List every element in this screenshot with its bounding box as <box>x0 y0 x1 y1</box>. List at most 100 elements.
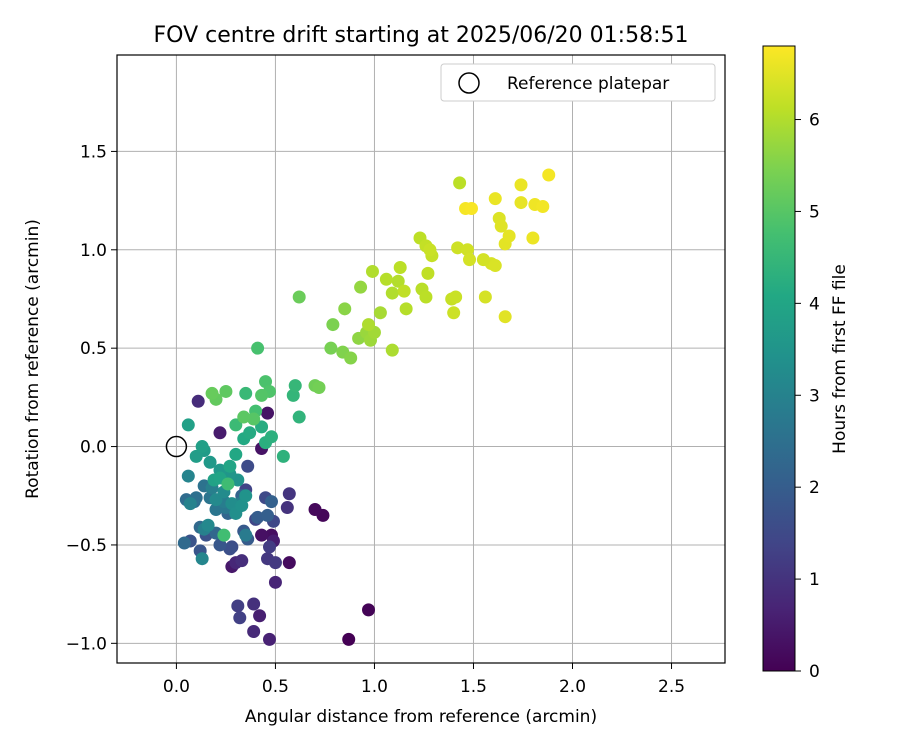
data-point <box>354 280 368 294</box>
y-tick-label: 0.5 <box>80 339 107 359</box>
data-point <box>239 528 253 542</box>
data-point <box>536 200 550 214</box>
data-point <box>255 528 269 542</box>
data-point <box>191 394 205 408</box>
data-point <box>324 341 338 355</box>
data-point <box>205 386 219 400</box>
data-point <box>282 556 296 570</box>
y-tick-label: 0.0 <box>80 438 107 458</box>
data-point <box>421 266 435 280</box>
data-point <box>292 290 306 304</box>
data-point <box>292 410 306 424</box>
x-tick-label: 1.0 <box>361 677 388 697</box>
x-axis-label: Angular distance from reference (arcmin) <box>245 707 597 727</box>
data-point <box>183 497 197 511</box>
colorbar-tick-label: 6 <box>809 111 820 131</box>
colorbar: 0 1 2 3 4 5 6 Hours from first FF file <box>762 45 850 682</box>
data-point <box>177 536 191 550</box>
y-tick-label: 1.5 <box>80 142 107 162</box>
colorbar-tick-label: 1 <box>809 570 820 590</box>
data-point <box>268 556 282 570</box>
x-axis-ticks: 0.0 0.5 1.0 1.5 2.0 2.5 <box>163 663 685 697</box>
data-point <box>326 318 340 332</box>
x-tick-label: 2.0 <box>559 677 586 697</box>
data-point <box>362 603 376 617</box>
data-point <box>259 375 273 389</box>
data-point <box>498 310 512 324</box>
data-point <box>379 272 393 286</box>
y-tick-label: −1.0 <box>66 634 107 654</box>
y-tick-label: 1.0 <box>80 241 107 261</box>
data-point <box>514 178 528 192</box>
data-point <box>235 499 249 513</box>
data-point <box>419 290 433 304</box>
data-point <box>423 243 437 257</box>
data-point <box>288 379 302 393</box>
colorbar-tick-label: 4 <box>809 294 820 314</box>
data-point <box>247 625 261 639</box>
data-point <box>247 597 261 611</box>
data-point <box>243 426 257 440</box>
colorbar-ticks: 0 1 2 3 4 5 6 <box>795 111 820 682</box>
data-point <box>255 388 269 402</box>
data-point <box>235 554 249 568</box>
data-point <box>312 381 326 395</box>
data-point <box>261 406 275 420</box>
data-point <box>189 449 203 463</box>
data-point <box>282 487 296 501</box>
y-axis-label: Rotation from reference (arcmin) <box>23 219 43 499</box>
data-point <box>461 243 475 257</box>
data-point <box>231 599 245 613</box>
x-tick-label: 0.0 <box>163 677 190 697</box>
colorbar-gradient <box>762 45 796 672</box>
data-point <box>280 501 294 515</box>
data-point <box>229 447 243 461</box>
colorbar-tick-label: 2 <box>809 478 820 498</box>
colorbar-tick-label: 5 <box>809 202 820 222</box>
colorbar-tick-label: 0 <box>809 662 820 682</box>
data-point <box>476 253 490 267</box>
grid-lines <box>117 55 725 663</box>
data-point <box>251 510 265 524</box>
data-point <box>494 219 508 233</box>
data-point <box>233 611 247 625</box>
legend-box <box>440 63 716 102</box>
data-point <box>393 261 407 275</box>
data-point <box>449 290 463 304</box>
data-point <box>239 489 253 503</box>
data-point <box>251 341 265 355</box>
data-point <box>344 351 358 365</box>
x-tick-label: 0.5 <box>262 677 289 697</box>
data-point <box>225 497 239 511</box>
data-point <box>247 412 261 426</box>
data-point <box>385 343 399 357</box>
data-point <box>268 575 282 589</box>
data-point <box>542 168 556 182</box>
data-point <box>488 192 502 206</box>
data-point <box>195 440 209 454</box>
data-point <box>255 420 269 434</box>
data-point <box>264 495 278 509</box>
data-point <box>514 196 528 210</box>
x-tick-label: 1.5 <box>460 677 487 697</box>
data-point <box>465 201 479 215</box>
data-point <box>463 253 477 267</box>
data-point <box>447 306 461 320</box>
data-point <box>362 318 376 332</box>
scatter-points <box>177 168 556 646</box>
legend: Reference platepar <box>440 63 716 102</box>
data-point <box>308 503 322 517</box>
data-point <box>217 528 231 542</box>
chart-title: FOV centre drift starting at 2025/06/20 … <box>154 23 689 48</box>
legend-marker-icon <box>458 72 480 94</box>
y-tick-label: −0.5 <box>66 536 107 556</box>
colorbar-label: Hours from first FF file <box>830 264 850 454</box>
data-point <box>223 542 237 556</box>
data-point <box>213 426 227 440</box>
data-point <box>385 286 399 300</box>
legend-label: Reference platepar <box>507 74 669 94</box>
data-point <box>478 290 492 304</box>
data-point <box>253 609 267 623</box>
data-point <box>219 384 233 398</box>
